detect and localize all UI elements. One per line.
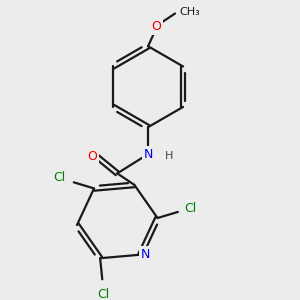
Text: Cl: Cl — [98, 288, 110, 300]
Text: N: N — [143, 148, 153, 160]
Text: N: N — [141, 248, 150, 261]
Text: O: O — [151, 20, 161, 34]
Text: H: H — [165, 151, 173, 161]
Text: Cl: Cl — [53, 171, 65, 184]
Text: CH₃: CH₃ — [180, 7, 201, 16]
Text: O: O — [87, 149, 97, 163]
Text: Cl: Cl — [184, 202, 197, 214]
